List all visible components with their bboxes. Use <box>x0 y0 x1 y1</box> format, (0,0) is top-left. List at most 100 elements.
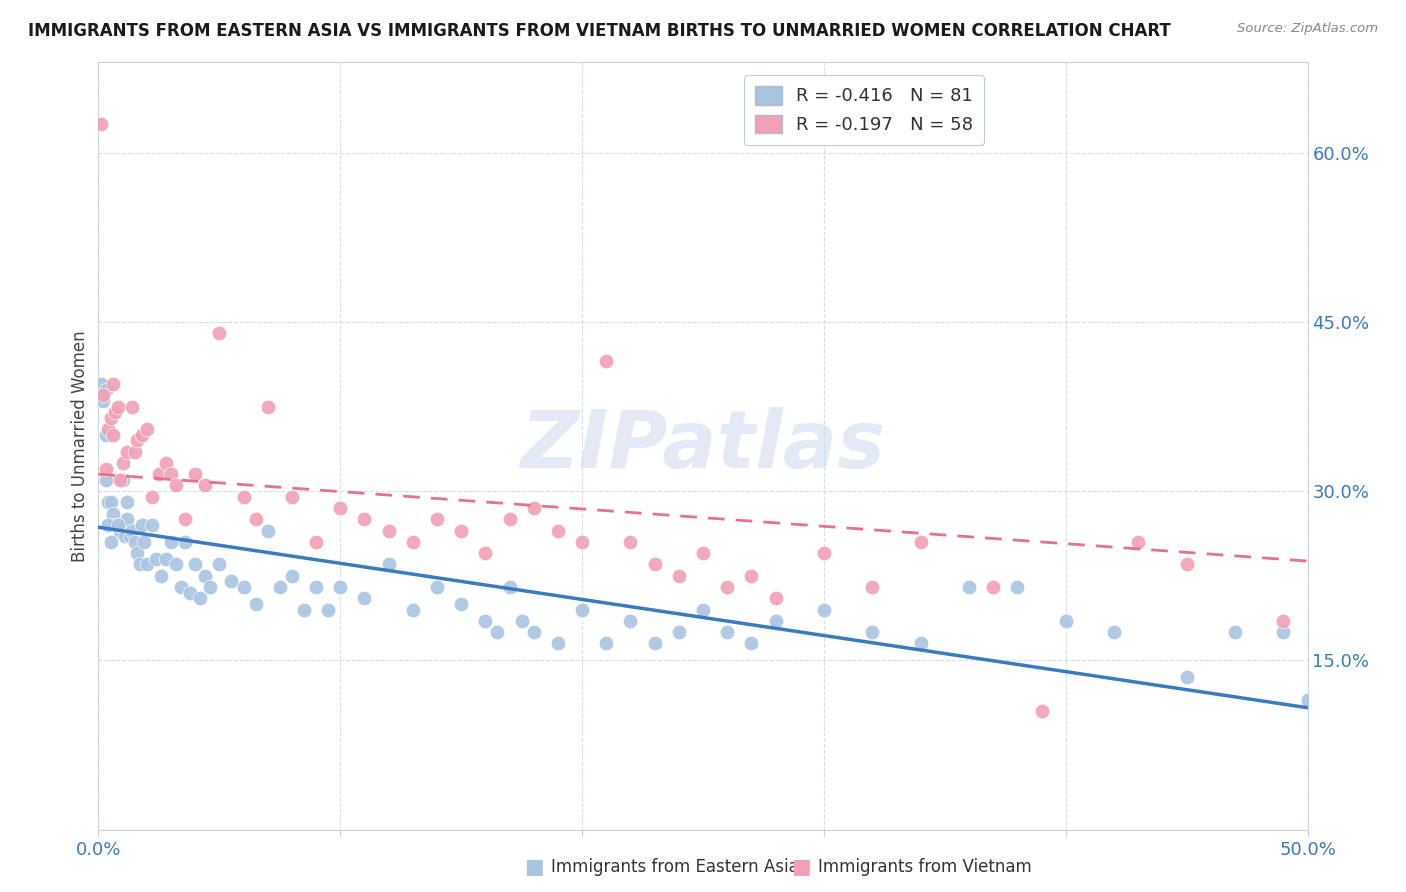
Point <box>97 422 120 436</box>
Point <box>256 400 278 414</box>
Point <box>1128 535 1150 549</box>
Point <box>813 602 835 616</box>
Text: Source: ZipAtlas.com: Source: ZipAtlas.com <box>1237 22 1378 36</box>
Point <box>101 507 124 521</box>
Point <box>981 580 1004 594</box>
Point <box>90 376 112 391</box>
Text: ■: ■ <box>524 857 544 877</box>
Point <box>353 512 375 526</box>
Point <box>910 636 932 650</box>
Point <box>165 558 187 572</box>
Point <box>498 580 520 594</box>
Point <box>97 518 120 533</box>
Point <box>91 388 114 402</box>
Point <box>94 461 117 475</box>
Point <box>117 444 139 458</box>
Point <box>127 546 149 560</box>
Point <box>94 473 117 487</box>
Y-axis label: Births to Unmarried Women: Births to Unmarried Women <box>70 330 89 562</box>
Point <box>155 456 177 470</box>
Point <box>184 558 207 572</box>
Point <box>498 512 520 526</box>
Legend: R = -0.416   N = 81, R = -0.197   N = 58: R = -0.416 N = 81, R = -0.197 N = 58 <box>744 75 984 145</box>
Point <box>232 490 254 504</box>
Point <box>571 602 593 616</box>
Point <box>269 580 291 594</box>
Point <box>118 529 141 543</box>
Point <box>188 591 211 606</box>
Point <box>97 495 120 509</box>
Point <box>377 558 399 572</box>
Point <box>131 427 153 442</box>
Point <box>716 580 738 594</box>
Point <box>329 580 352 594</box>
Point <box>486 625 509 640</box>
Point <box>232 580 254 594</box>
Point <box>91 393 114 408</box>
Point <box>765 614 787 628</box>
Text: Immigrants from Eastern Asia: Immigrants from Eastern Asia <box>551 858 799 876</box>
Point <box>117 495 139 509</box>
Point <box>100 495 122 509</box>
Text: IMMIGRANTS FROM EASTERN ASIA VS IMMIGRANTS FROM VIETNAM BIRTHS TO UNMARRIED WOME: IMMIGRANTS FROM EASTERN ASIA VS IMMIGRAN… <box>28 22 1171 40</box>
Point <box>740 636 762 650</box>
Point <box>107 518 129 533</box>
Point <box>510 614 533 628</box>
Point <box>160 535 183 549</box>
Point <box>148 467 170 482</box>
Point <box>450 524 472 538</box>
Point <box>305 580 328 594</box>
Point <box>1272 614 1295 628</box>
Point <box>141 490 163 504</box>
Point <box>108 524 131 538</box>
Point <box>450 597 472 611</box>
Point <box>644 558 666 572</box>
Point <box>111 473 134 487</box>
Point <box>245 512 267 526</box>
Point <box>619 614 641 628</box>
Point <box>813 546 835 560</box>
Point <box>194 478 217 492</box>
Point <box>957 580 980 594</box>
Point <box>547 524 569 538</box>
Point <box>121 524 143 538</box>
Point <box>1007 580 1029 594</box>
Point <box>160 467 183 482</box>
Point <box>1296 693 1319 707</box>
Point <box>114 529 136 543</box>
Point <box>150 568 173 582</box>
Point <box>174 535 197 549</box>
Point <box>155 551 177 566</box>
Point <box>1102 625 1125 640</box>
Point <box>571 535 593 549</box>
Point <box>165 478 187 492</box>
Point <box>426 512 449 526</box>
Point <box>145 551 167 566</box>
Point <box>474 614 496 628</box>
Point <box>292 602 315 616</box>
Point <box>619 535 641 549</box>
Point <box>860 580 883 594</box>
Point <box>184 467 207 482</box>
Point <box>644 636 666 650</box>
Point <box>523 501 546 516</box>
Point <box>1223 625 1246 640</box>
Point <box>107 518 129 533</box>
Point <box>208 558 231 572</box>
Point <box>117 512 139 526</box>
Point <box>692 602 714 616</box>
Point <box>523 625 546 640</box>
Point <box>765 591 787 606</box>
Point <box>121 400 143 414</box>
Point <box>131 518 153 533</box>
Point <box>305 535 328 549</box>
Point <box>135 558 157 572</box>
Point <box>208 326 231 341</box>
Point <box>179 585 201 599</box>
Point <box>169 580 191 594</box>
Point <box>101 427 124 442</box>
Point <box>107 400 129 414</box>
Point <box>860 625 883 640</box>
Point <box>402 535 425 549</box>
Point <box>402 602 425 616</box>
